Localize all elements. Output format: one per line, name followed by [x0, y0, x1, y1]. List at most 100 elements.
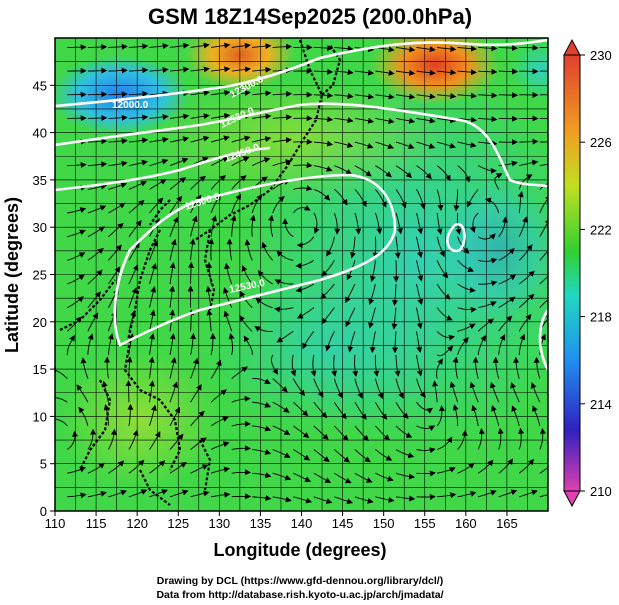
streamline	[149, 66, 169, 73]
x-tick-label: 150	[373, 516, 395, 531]
streamline	[354, 141, 374, 149]
streamline	[272, 114, 293, 121]
streamline	[457, 116, 477, 123]
streamline	[374, 378, 384, 400]
streamline	[375, 69, 395, 76]
streamline	[334, 425, 349, 441]
streamline	[395, 212, 403, 235]
streamline	[87, 114, 108, 121]
streamline	[67, 296, 84, 309]
streamline	[210, 193, 221, 214]
streamline	[532, 405, 541, 427]
streamline	[272, 90, 293, 97]
streamline	[67, 207, 87, 214]
streamline	[313, 449, 330, 463]
streamline	[498, 489, 518, 498]
streamline	[494, 173, 503, 190]
x-tick-label: 115	[86, 516, 107, 531]
streamline	[169, 195, 183, 214]
streamline	[108, 266, 121, 285]
streamline	[345, 283, 356, 304]
streamline	[539, 195, 548, 214]
colorbar-tick-label: 218	[590, 310, 612, 325]
streamline	[252, 378, 271, 384]
streamline	[149, 431, 161, 450]
streamline	[497, 427, 504, 450]
streamline	[334, 165, 353, 175]
streamline	[293, 185, 313, 191]
streamline	[518, 244, 533, 261]
streamline	[368, 307, 376, 329]
x-tick-label: 160	[455, 516, 477, 531]
y-tick-label: 10	[33, 409, 47, 424]
streamline	[272, 43, 293, 50]
streamline	[302, 331, 315, 350]
streamline	[334, 45, 354, 52]
streamline	[457, 165, 471, 183]
streamline	[416, 141, 436, 149]
streamline	[539, 427, 546, 450]
streamline	[368, 283, 376, 306]
streamline	[334, 449, 350, 463]
streamline	[436, 283, 451, 300]
streamline	[477, 233, 496, 240]
streamline	[489, 381, 500, 403]
streamline	[271, 354, 279, 375]
streamline	[282, 218, 294, 238]
streamline	[416, 425, 436, 432]
streamline	[149, 489, 168, 498]
streamline	[334, 472, 352, 484]
streamline	[87, 161, 108, 168]
streamline	[210, 389, 227, 403]
streamline	[169, 333, 176, 355]
streamline	[354, 69, 375, 76]
streamline	[375, 93, 395, 100]
x-tick-label: 145	[332, 516, 354, 531]
streamline	[231, 469, 251, 476]
streamline	[169, 238, 177, 261]
streamline	[128, 264, 139, 285]
streamline	[432, 380, 438, 403]
streamline	[190, 90, 210, 97]
streamline	[519, 159, 539, 167]
x-axis-label: Longitude (degrees)	[213, 540, 386, 560]
credit-line-data: Data from http://database.rish.kyoto-u.a…	[156, 589, 443, 601]
streamline	[66, 334, 75, 355]
streamline	[313, 165, 333, 172]
streamline	[148, 356, 155, 379]
streamline	[457, 92, 477, 99]
streamline	[333, 212, 341, 235]
streamline	[231, 445, 251, 452]
colorbar-tick-label: 210	[590, 484, 612, 499]
streamline	[78, 406, 89, 427]
streamline	[87, 428, 97, 450]
streamline	[210, 156, 229, 167]
streamline	[108, 114, 128, 121]
streamline	[149, 460, 166, 474]
streamline	[231, 66, 251, 73]
streamline	[477, 318, 494, 332]
streamline	[452, 356, 459, 379]
x-tick-label: 125	[167, 516, 189, 531]
streamline	[226, 238, 233, 261]
streamline	[128, 459, 145, 474]
streamline	[491, 405, 500, 427]
streamline	[108, 222, 124, 238]
streamline	[437, 93, 457, 100]
streamline	[293, 162, 313, 169]
streamline	[292, 378, 306, 397]
streamline	[395, 378, 404, 399]
colorbar-tick-label: 222	[590, 222, 612, 237]
streamline	[169, 42, 190, 49]
streamline	[539, 494, 548, 498]
streamline	[539, 298, 548, 308]
streamline	[498, 216, 509, 237]
streamline	[394, 354, 401, 377]
streamline	[252, 494, 272, 501]
streamline	[518, 427, 525, 450]
streamline	[334, 496, 354, 505]
streamline	[190, 215, 198, 237]
streamline	[313, 68, 334, 75]
streamline	[374, 212, 383, 235]
streamline	[457, 69, 477, 76]
